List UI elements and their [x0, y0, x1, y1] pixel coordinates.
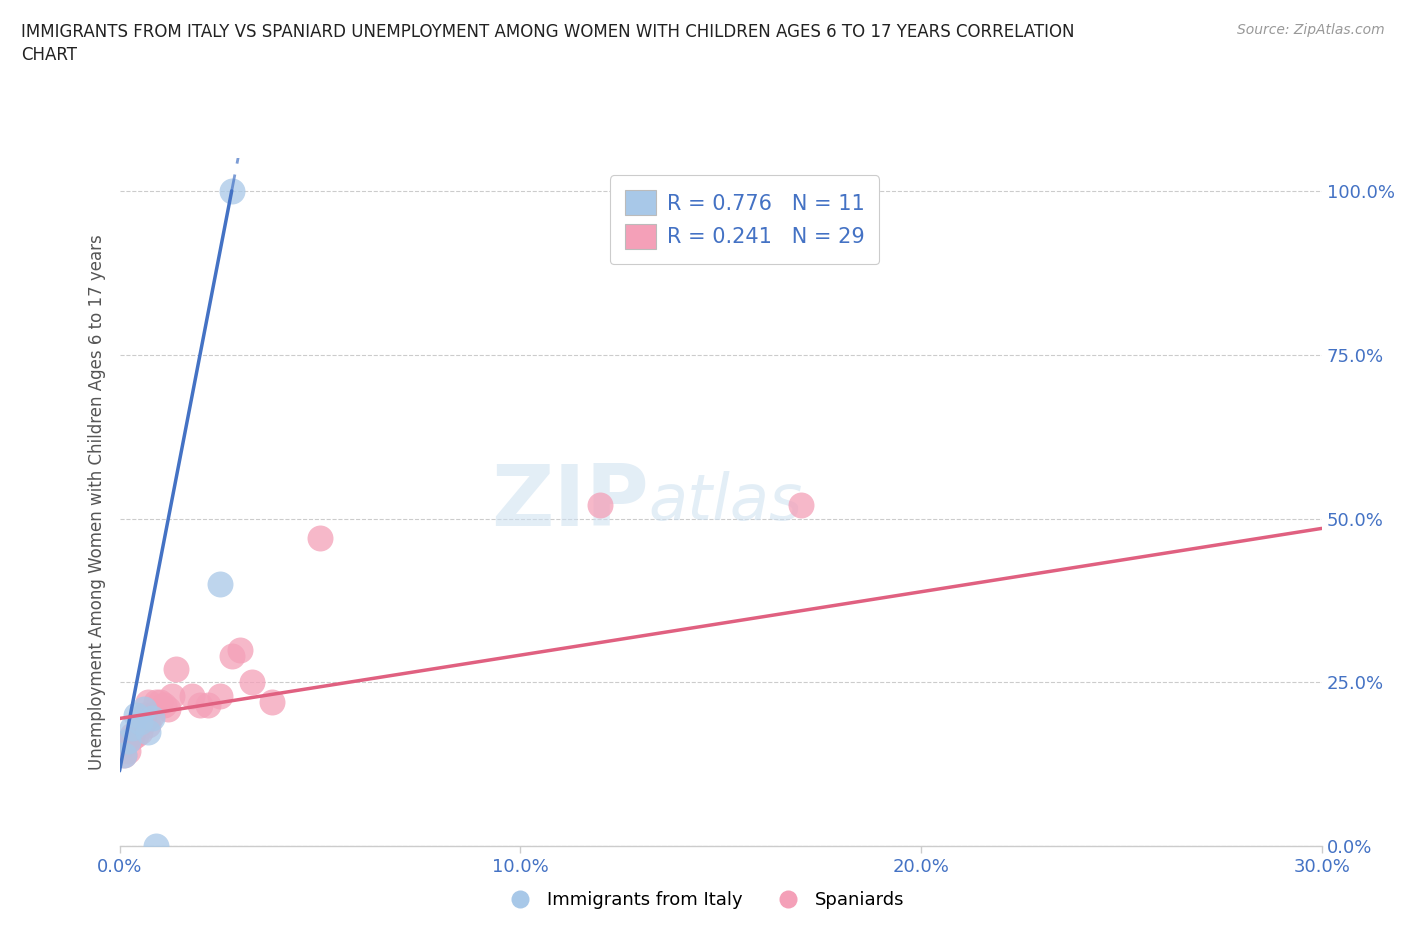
Point — [121, 727, 143, 742]
Point — [145, 695, 167, 710]
Point — [121, 731, 143, 746]
Text: Source: ZipAtlas.com: Source: ZipAtlas.com — [1237, 23, 1385, 37]
Point — [128, 714, 150, 729]
Point — [197, 698, 219, 712]
Text: IMMIGRANTS FROM ITALY VS SPANIARD UNEMPLOYMENT AMONG WOMEN WITH CHILDREN AGES 6 : IMMIGRANTS FROM ITALY VS SPANIARD UNEMPL… — [21, 23, 1074, 41]
Legend: R = 0.776   N = 11, R = 0.241   N = 29: R = 0.776 N = 11, R = 0.241 N = 29 — [610, 176, 879, 264]
Text: atlas: atlas — [648, 472, 803, 533]
Point — [165, 662, 187, 677]
Point — [149, 695, 172, 710]
Point — [208, 577, 231, 591]
Point — [117, 734, 139, 749]
Point — [132, 714, 155, 729]
Point — [132, 701, 155, 716]
Point — [121, 721, 143, 736]
Legend: Immigrants from Italy, Spaniards: Immigrants from Italy, Spaniards — [495, 884, 911, 916]
Point — [112, 747, 135, 762]
Point — [221, 183, 243, 198]
Point — [136, 724, 159, 739]
Y-axis label: Unemployment Among Women with Children Ages 6 to 17 years: Unemployment Among Women with Children A… — [87, 234, 105, 770]
Point — [112, 737, 135, 752]
Point — [221, 649, 243, 664]
Point — [208, 688, 231, 703]
Point — [128, 724, 150, 739]
Point — [112, 747, 135, 762]
Point — [309, 531, 332, 546]
Point — [132, 708, 155, 723]
Text: ZIP: ZIP — [491, 460, 648, 544]
Point — [152, 698, 174, 712]
Point — [124, 708, 146, 723]
Point — [160, 688, 183, 703]
Text: CHART: CHART — [21, 46, 77, 64]
Point — [188, 698, 211, 712]
Point — [145, 839, 167, 854]
Point — [260, 695, 283, 710]
Point — [117, 744, 139, 759]
Point — [589, 498, 612, 513]
Point — [141, 711, 163, 726]
Point — [124, 727, 146, 742]
Point — [180, 688, 202, 703]
Point — [136, 695, 159, 710]
Point — [141, 708, 163, 723]
Point — [156, 701, 179, 716]
Point — [228, 643, 252, 658]
Point — [240, 675, 263, 690]
Point — [136, 718, 159, 733]
Point — [790, 498, 813, 513]
